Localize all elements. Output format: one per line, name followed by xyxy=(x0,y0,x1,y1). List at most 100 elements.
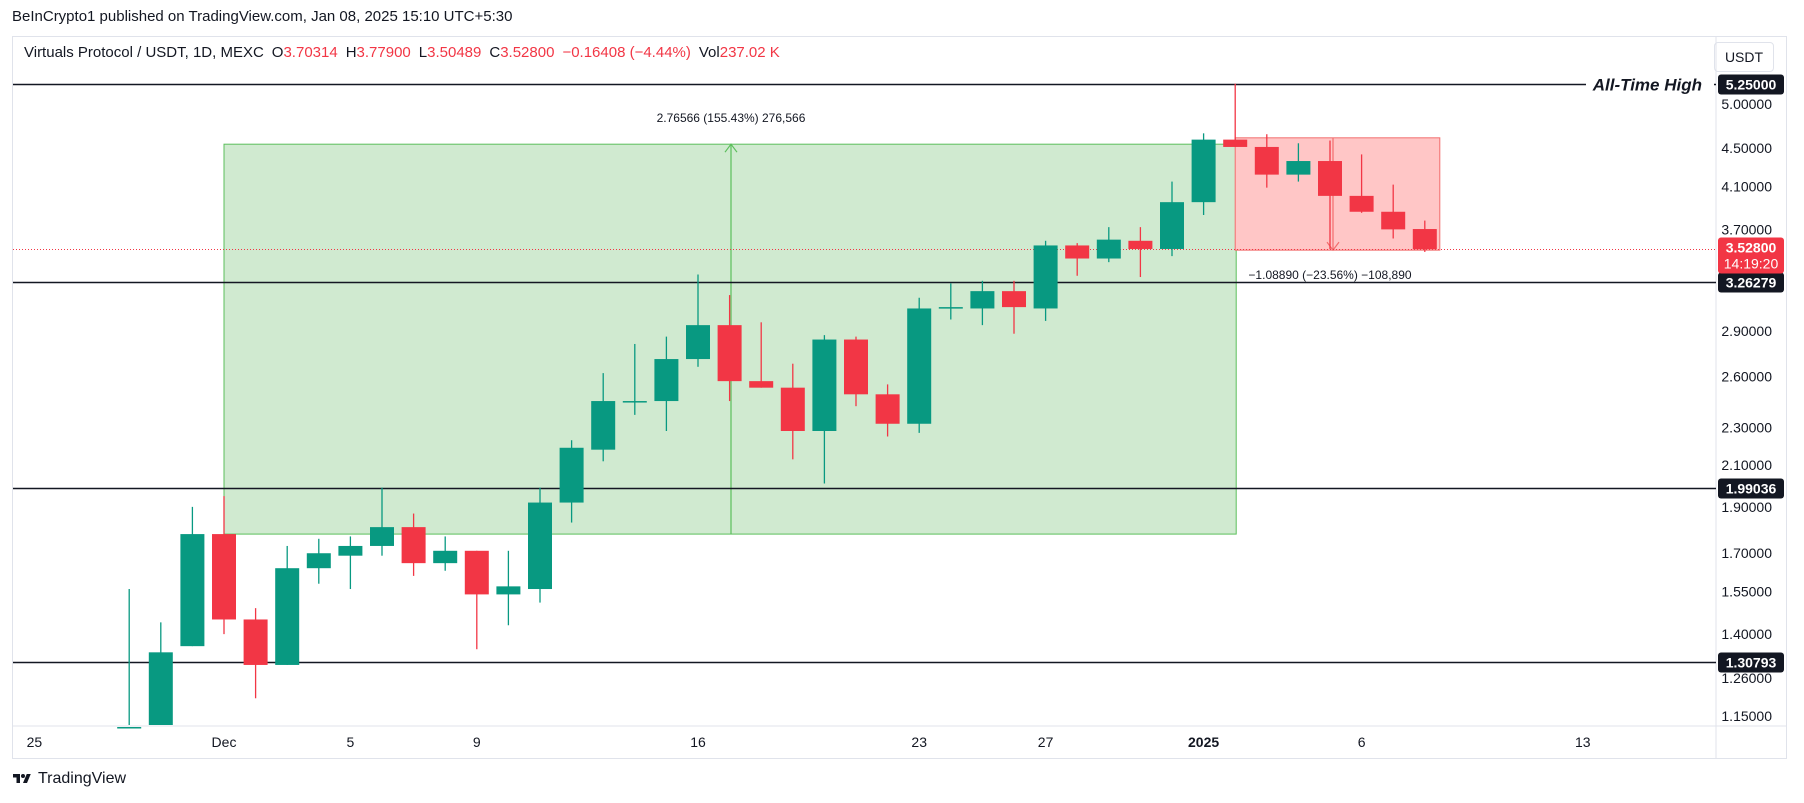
level-tag-text-2: 1.99036 xyxy=(1726,481,1777,497)
x-tick-label: 25 xyxy=(27,734,43,750)
candle-body xyxy=(1033,245,1058,309)
candle-body xyxy=(243,619,268,665)
last-price-tag xyxy=(1718,237,1784,274)
candle-body xyxy=(1286,161,1311,175)
level-tag-text-3: 1.30793 xyxy=(1726,655,1777,671)
candle-body xyxy=(1349,195,1374,212)
vol-value: 237.02 K xyxy=(719,44,780,61)
measure-down-label: −1.08890 (−23.56%) −108,890 xyxy=(1248,268,1411,282)
candle-body xyxy=(117,727,142,729)
candle-body xyxy=(1002,291,1026,308)
candle-body xyxy=(275,568,300,665)
x-tick-label: 23 xyxy=(911,734,927,750)
y-tick-label: 4.10000 xyxy=(1721,179,1772,195)
candle-body xyxy=(1065,245,1090,259)
level-tag-text-1: 3.26279 xyxy=(1726,275,1777,291)
measure-up-label: 2.76566 (155.43%) 276,566 xyxy=(657,111,806,125)
candle-body xyxy=(338,545,363,556)
candle-body xyxy=(875,394,900,424)
candle-body xyxy=(433,550,458,564)
candle-body xyxy=(528,502,552,590)
close-value: 3.52800 xyxy=(500,44,555,61)
y-tick-label: 1.90000 xyxy=(1721,499,1772,515)
candle-body xyxy=(907,308,932,424)
level-tag-2 xyxy=(1718,478,1784,499)
last-price-text: 3.52800 xyxy=(1726,240,1777,256)
x-tick-label: 27 xyxy=(1038,734,1054,750)
y-tick-label: 2.30000 xyxy=(1721,419,1772,435)
high-value: 3.77900 xyxy=(356,44,411,61)
measure-down-arrowhead xyxy=(1326,241,1340,252)
candle-body xyxy=(212,534,236,620)
candle-body xyxy=(464,550,489,595)
y-tick-label: 1.70000 xyxy=(1721,545,1772,561)
y-tick-label: 2.60000 xyxy=(1721,368,1772,384)
symbol-legend: Virtuals Protocol / USDT, 1D, MEXC O3.70… xyxy=(24,44,780,61)
level-tag-1 xyxy=(1718,272,1784,293)
y-tick-label: 3.70000 xyxy=(1721,221,1772,237)
candle-body xyxy=(938,307,963,309)
symbol-name[interactable]: Virtuals Protocol / USDT, 1D, MEXC xyxy=(24,44,264,61)
measure-up-arrowhead xyxy=(724,143,738,153)
x-tick-label: 2025 xyxy=(1188,734,1219,750)
candle-body xyxy=(1412,229,1437,250)
level-tag-text-0: 5.25000 xyxy=(1726,77,1777,93)
candle-body xyxy=(496,586,521,595)
y-tick-label: 2.90000 xyxy=(1721,323,1772,339)
candle-body xyxy=(591,401,616,450)
chart-frame xyxy=(12,36,1787,759)
x-tick-label: 9 xyxy=(473,734,481,750)
candle-body xyxy=(180,534,205,647)
low-value: 3.50489 xyxy=(427,44,482,61)
candle-body xyxy=(717,325,742,382)
candle-body xyxy=(1191,139,1216,203)
candle-body xyxy=(622,401,647,403)
vol-label: Vol xyxy=(698,44,720,61)
candle-body xyxy=(1381,211,1406,230)
tradingview-brand[interactable]: TradingView xyxy=(12,770,126,788)
x-tick-label: 6 xyxy=(1358,734,1366,750)
change-value: −0.16408 (−4.44%) xyxy=(562,44,691,61)
y-tick-label: 1.15000 xyxy=(1721,708,1772,724)
last-price-countdown: 14:19:20 xyxy=(1724,256,1779,272)
tradingview-logo-icon xyxy=(13,774,31,783)
candle-body xyxy=(1096,239,1121,259)
candle-body xyxy=(749,381,774,388)
close-label: C xyxy=(489,44,501,61)
candle-body xyxy=(1318,161,1342,196)
level-tag-3 xyxy=(1718,652,1784,673)
y-tick-label: 1.55000 xyxy=(1721,584,1772,600)
candle-body xyxy=(1128,240,1153,249)
y-tick-label: 2.10000 xyxy=(1721,457,1772,473)
brand-name: TradingView xyxy=(38,770,127,787)
candle-body xyxy=(654,359,679,402)
level-tag-0 xyxy=(1718,74,1784,95)
candle-body xyxy=(306,553,331,569)
y-tick-label: 5.00000 xyxy=(1721,96,1772,112)
ath-annotation: All-Time High xyxy=(1592,76,1702,95)
candle-body xyxy=(812,339,837,431)
open-label: O xyxy=(271,44,284,61)
candle-body xyxy=(1254,146,1279,175)
candle-body xyxy=(370,527,394,546)
low-label: L xyxy=(418,44,428,61)
candle-body xyxy=(686,325,710,360)
candle-body xyxy=(559,447,584,503)
high-label: H xyxy=(345,44,357,61)
x-tick-label: 5 xyxy=(347,734,355,750)
y-tick-label: 1.40000 xyxy=(1721,626,1772,642)
candle-body xyxy=(970,291,995,309)
currency-button[interactable]: USDT xyxy=(1714,42,1774,72)
x-tick-label: 16 xyxy=(690,734,706,750)
publisher-text: BeInCrypto1 published on TradingView.com… xyxy=(12,8,513,25)
candle-body xyxy=(780,387,805,431)
y-tick-label: 1.26000 xyxy=(1721,670,1772,686)
y-tick-label: 4.50000 xyxy=(1721,140,1772,156)
candle-body xyxy=(1160,202,1184,249)
x-tick-label: 13 xyxy=(1575,734,1591,750)
open-value: 3.70314 xyxy=(283,44,338,61)
candle-body xyxy=(1223,139,1248,147)
candle-body xyxy=(401,527,426,564)
x-tick-label: Dec xyxy=(212,734,237,750)
